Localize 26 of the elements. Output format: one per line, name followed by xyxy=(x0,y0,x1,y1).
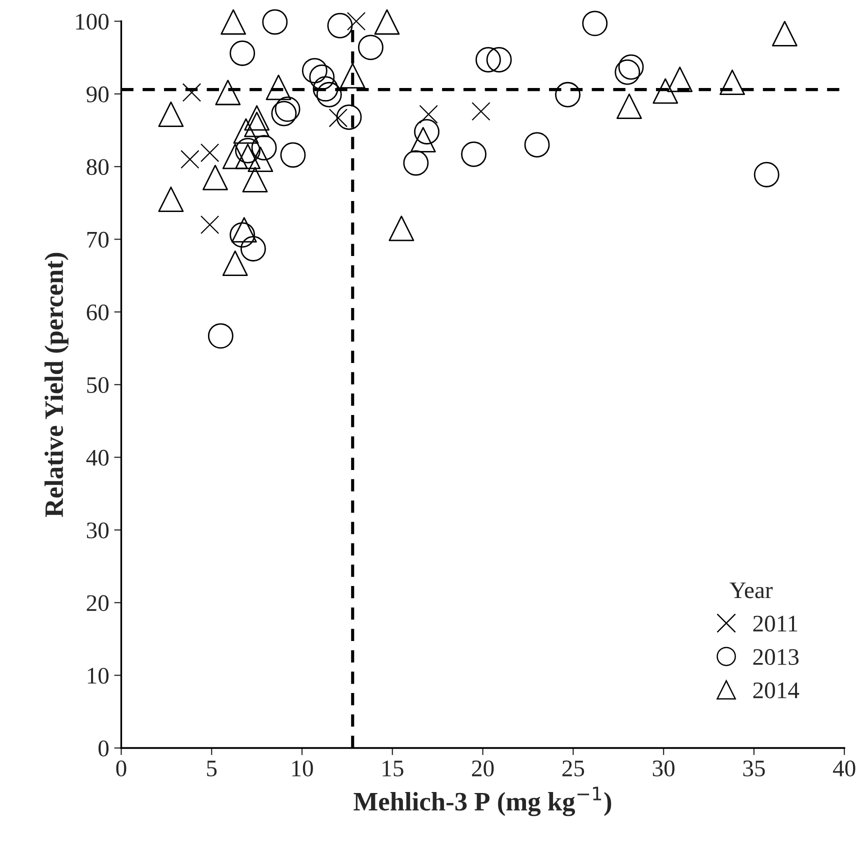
y-tick-label: 80 xyxy=(86,159,109,176)
y-tick-label: 40 xyxy=(86,450,109,466)
legend-label: 2013 xyxy=(753,649,799,665)
y-tick-label: 30 xyxy=(86,522,109,538)
y-tick-label: 0 xyxy=(98,740,109,756)
x-tick-label: 15 xyxy=(382,760,404,776)
x-tick-label: 35 xyxy=(743,760,765,776)
y-tick-label: 70 xyxy=(87,232,109,248)
x-tick-label: 25 xyxy=(562,760,584,776)
y-tick-label: 10 xyxy=(88,668,109,684)
legend-label: 2014 xyxy=(753,682,800,698)
x-tick-label: 40 xyxy=(833,760,856,776)
y-tick-label: 90 xyxy=(86,86,109,102)
y-tick-label: 20 xyxy=(86,595,109,612)
x-axis-title: Mehlich-3 P (mg kg$^{−1}$) xyxy=(354,786,612,816)
legend-title: Year xyxy=(730,582,773,598)
y-tick-label: 50 xyxy=(87,377,109,394)
y-axis-title: Relative Yield (percent) xyxy=(44,252,68,518)
y-tick-label: 100 xyxy=(76,14,109,30)
x-tick-label: 10 xyxy=(292,760,313,776)
y-tick-label: 60 xyxy=(86,304,109,320)
legend-label: 2011 xyxy=(753,616,798,632)
x-tick-label: 30 xyxy=(652,760,674,776)
x-tick-label: 0 xyxy=(116,760,126,776)
x-tick-label: 5 xyxy=(207,760,217,776)
x-tick-label: 20 xyxy=(472,760,494,776)
